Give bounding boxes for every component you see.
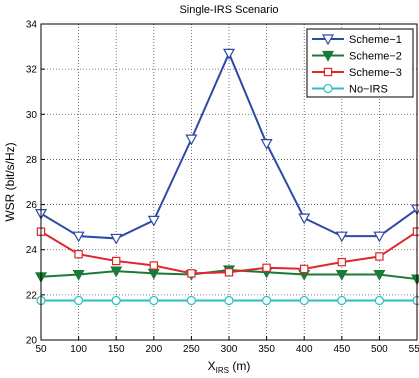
data-point-scheme-1 [185,134,198,146]
x-tick-label: 100 [70,344,87,355]
data-point-scheme-3 [149,261,158,270]
x-tick-label: 350 [258,344,275,355]
legend-label-scheme-1: Scheme−1 [349,34,402,46]
data-point-no-irs [337,295,347,306]
data-point-scheme-2 [373,269,386,281]
legend: Scheme−1 Scheme−2 Scheme−3 No−IRS [306,28,414,98]
data-point-scheme-1 [260,139,273,150]
data-point-no-irs [224,295,234,306]
x-axis-label-sub: IRS [216,366,229,375]
ticks: 50 100 150 200 250 300 350 400 450 500 550 20 22 24 26… [26,20,419,356]
data-point-no-irs [262,295,272,306]
data-point-no-irs [111,295,121,306]
y-tick-label: 20 [26,336,38,347]
legend-label-scheme-2: Scheme−2 [349,51,402,63]
x-axis-label-unit: (m) [229,359,250,373]
data-point-scheme-1 [147,215,160,227]
y-tick-label: 24 [26,245,38,256]
x-axis-label: XIRS (m) [208,359,251,375]
series-group [34,48,419,306]
y-tick-label: 32 [26,65,38,76]
x-tick-label: 400 [296,344,313,355]
data-point-scheme-3 [375,252,384,261]
y-tick-label: 22 [26,290,38,301]
data-point-scheme-1 [222,48,236,60]
data-point-no-irs [149,295,159,306]
data-point-no-irs [73,295,84,306]
data-point-no-irs [412,295,419,306]
x-tick-label: 300 [221,344,238,355]
data-point-scheme-1 [298,213,311,225]
data-point-no-irs [186,295,196,306]
data-point-scheme-3 [262,263,271,272]
y-tick-label: 30 [26,110,38,121]
y-tick-label: 34 [26,20,38,31]
data-point-scheme-2 [72,269,85,281]
y-axis-label: WSR (bit/s/Hz) [3,142,17,221]
data-point-scheme-1 [110,233,123,245]
data-point-scheme-1 [373,231,386,243]
x-tick-label: 150 [108,344,125,355]
legend-marker-scheme-2 [321,50,335,62]
data-point-scheme-3 [224,268,234,277]
data-point-scheme-1 [335,231,348,243]
legend-marker-scheme-3 [323,67,333,77]
data-point-scheme-3 [74,250,83,259]
x-tick-label: 550 [409,344,419,355]
data-point-scheme-2 [335,269,348,281]
legend-marker-scheme-1 [321,34,335,46]
x-tick-label: 250 [183,344,200,355]
legend-marker-no-irs [323,83,333,94]
legend-label-scheme-3: Scheme−3 [349,67,402,79]
data-point-scheme-2 [110,266,123,278]
chart-title: Single-IRS Scenario [179,4,278,16]
y-tick-label: 28 [26,155,38,166]
legend-label-no-irs: No−IRS [349,84,388,96]
x-tick-label: 50 [35,344,47,355]
x-axis-label-main: X [208,359,216,373]
data-point-no-irs [299,295,309,306]
data-point-no-irs [374,295,384,306]
data-point-scheme-3 [111,256,121,266]
data-point-scheme-3 [412,227,419,236]
y-tick-label: 26 [26,200,38,211]
data-point-scheme-1 [72,231,85,243]
x-tick-label: 500 [371,344,388,355]
data-point-scheme-3 [187,269,196,278]
x-tick-label: 450 [333,344,350,355]
data-point-scheme-3 [337,257,347,267]
data-point-scheme-3 [300,264,309,274]
x-tick-label: 200 [145,344,162,355]
